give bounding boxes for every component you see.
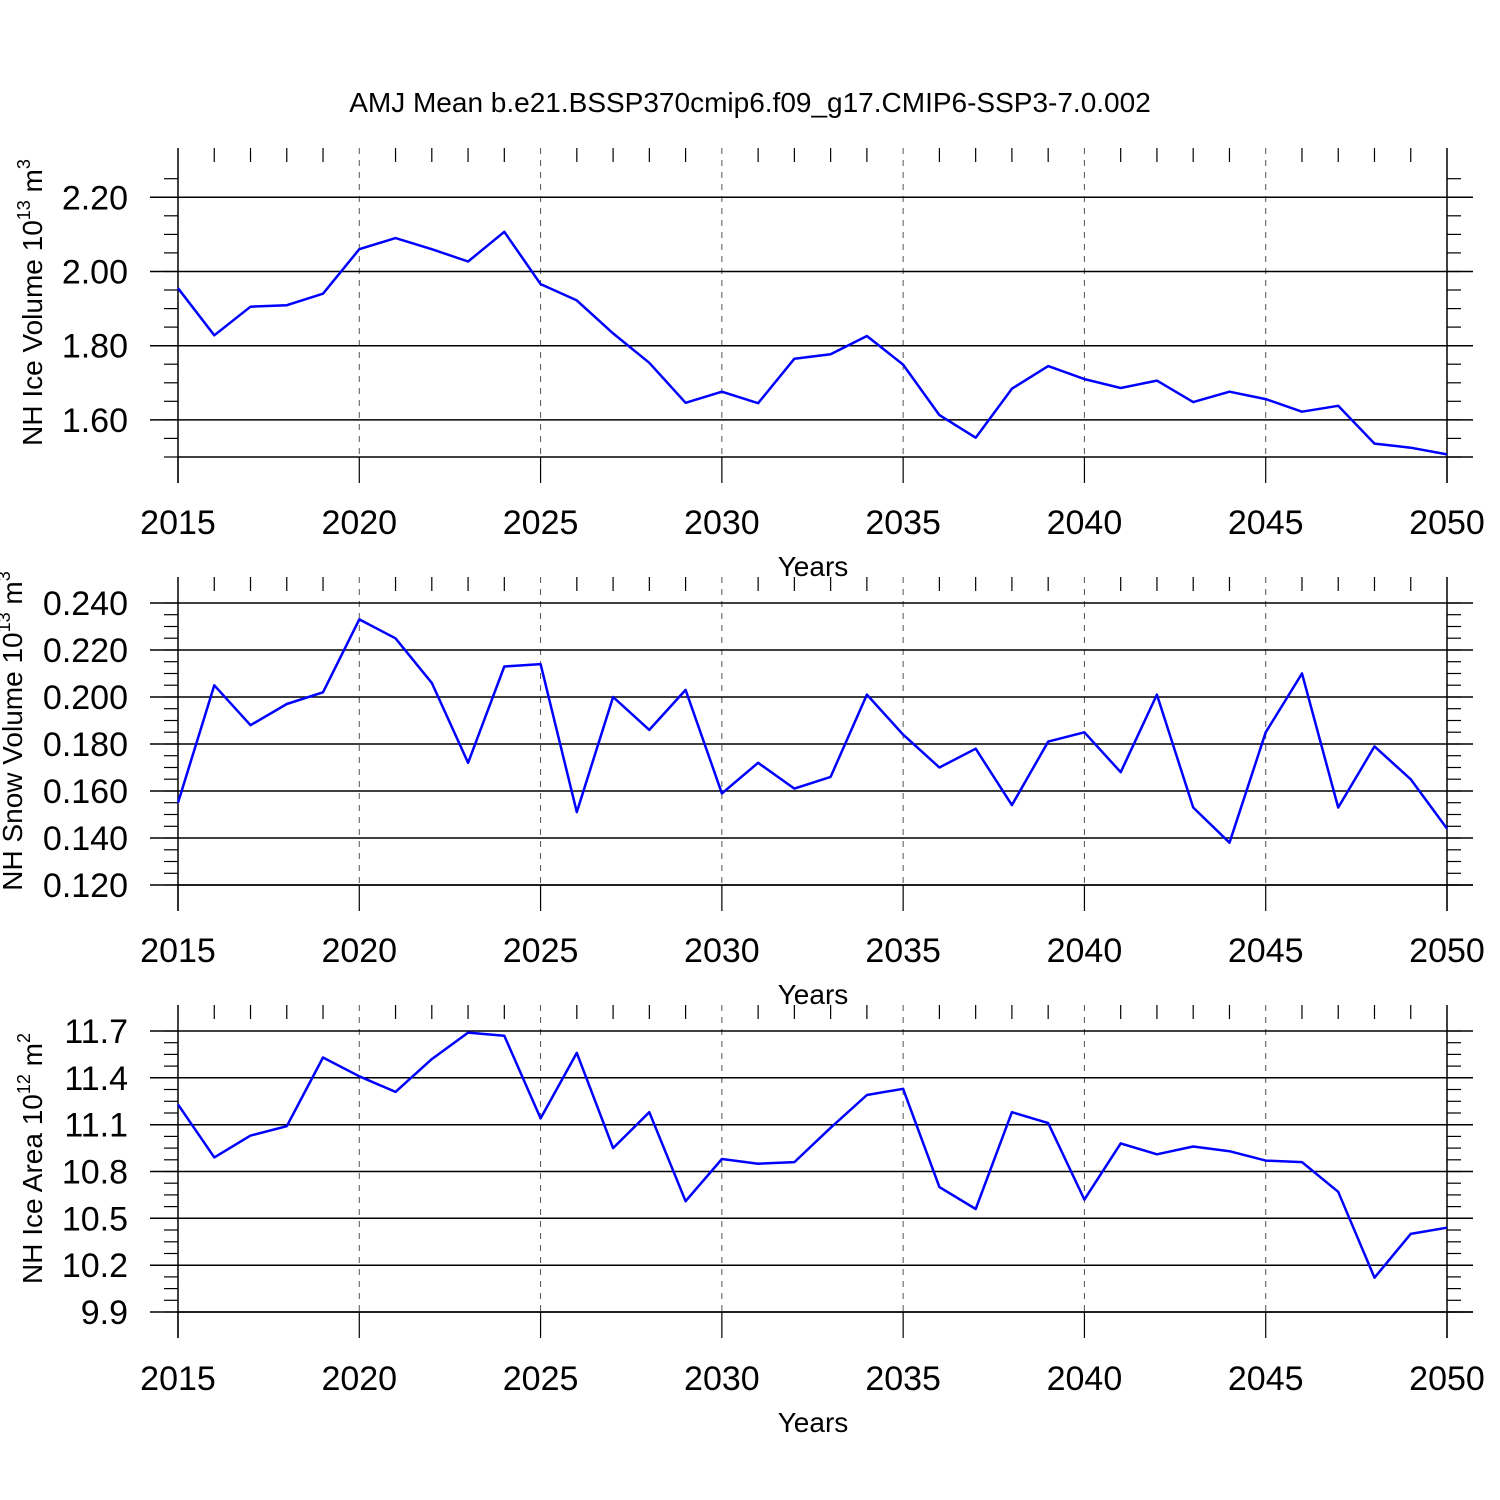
x-tick-label: 2030	[684, 504, 760, 542]
y-tick-label: 2.00	[62, 254, 128, 292]
panel-3: 9.9 10.2 10.5 10.8 11.1 11.4 11.7 2015 2020 2025 2…	[14, 1005, 1485, 1438]
y-axis-label-part: NH Snow Volume 10	[0, 632, 28, 890]
x-tick-label: 2045	[1228, 932, 1304, 970]
x-tick-label: 2035	[865, 932, 941, 970]
y-axis-label-part: NH Ice Area 10	[17, 1094, 48, 1284]
x-tick-label: 2050	[1409, 504, 1485, 542]
y-tick-label: 0.120	[43, 867, 128, 905]
x-tick-label: 2015	[140, 932, 216, 970]
y-axis-label: NH Ice Volume 1013 m3	[14, 159, 48, 446]
y-tick-label: 1.80	[62, 328, 128, 366]
x-tick-label: 2025	[503, 932, 579, 970]
y-axis-label-part: 12	[14, 1074, 34, 1094]
y-tick-label: 0.240	[43, 585, 128, 623]
x-axis-label: Years	[778, 979, 849, 1010]
x-tick-label: 2040	[1047, 504, 1123, 542]
x-tick-label: 2040	[1047, 932, 1123, 970]
y-tick-label: 10.5	[62, 1200, 128, 1238]
y-axis-label-part: 13	[0, 612, 14, 632]
x-tick-label: 2045	[1228, 504, 1304, 542]
y-axis-label-part: 2	[14, 1033, 34, 1043]
figure-title: AMJ Mean b.e21.BSSP370cmip6.f09_g17.CMIP…	[349, 87, 1151, 118]
y-tick-label: 0.220	[43, 632, 128, 670]
panel-2: 0.120 0.140 0.160 0.180 0.200 0.220 0.240 2015 2…	[0, 571, 1485, 1010]
y-tick-label: 11.4	[64, 1060, 128, 1098]
x-tick-label: 2030	[684, 1360, 760, 1398]
y-axis-label-part: m	[0, 581, 28, 612]
x-axis-label: Years	[778, 551, 849, 582]
series-line	[176, 1031, 1448, 1279]
x-tick-label: 2015	[140, 504, 216, 542]
y-tick-label: 11.7	[64, 1013, 128, 1051]
y-tick-label: 9.9	[81, 1294, 128, 1332]
x-tick-label: 2040	[1047, 1360, 1123, 1398]
series-line	[176, 618, 1449, 844]
x-tick-label: 2045	[1228, 1360, 1304, 1398]
y-tick-label: 0.140	[43, 820, 128, 858]
x-tick-label: 2035	[865, 1360, 941, 1398]
x-tick-label: 2020	[321, 1360, 397, 1398]
x-axis-label: Years	[778, 1407, 849, 1438]
y-axis-label-part: m	[17, 1043, 48, 1074]
x-tick-label: 2035	[865, 504, 941, 542]
y-axis-label-part: 3	[14, 159, 34, 169]
y-tick-label: 10.8	[62, 1154, 128, 1192]
x-tick-label: 2025	[503, 504, 579, 542]
x-tick-label: 2020	[321, 932, 397, 970]
x-tick-label: 2050	[1409, 1360, 1485, 1398]
x-tick-label: 2030	[684, 932, 760, 970]
y-axis-label-part: m	[17, 169, 48, 200]
y-tick-label: 0.200	[43, 679, 128, 717]
y-axis-label-part: NH Ice Volume 10	[17, 220, 48, 446]
y-axis-label: NH Ice Area 1012 m2	[14, 1033, 48, 1284]
series-line	[177, 230, 1448, 456]
y-tick-label: 1.60	[62, 402, 128, 440]
y-axis-label-part: 13	[14, 200, 34, 220]
y-tick-label: 11.1	[64, 1107, 128, 1145]
panel-1: 1.60 1.80 2.00 2.20 2015 2020 2025 2030 2035 2040…	[14, 148, 1485, 582]
y-axis-label: NH Snow Volume 1013 m3	[0, 571, 28, 891]
x-tick-label: 2015	[140, 1360, 216, 1398]
panels: 1.60 1.80 2.00 2.20 2015 2020 2025 2030 2035 2040…	[0, 148, 1485, 1438]
x-tick-label: 2020	[321, 504, 397, 542]
y-tick-label: 2.20	[62, 179, 128, 217]
y-tick-label: 10.2	[62, 1247, 128, 1285]
y-tick-label: 0.180	[43, 726, 128, 764]
x-tick-label: 2050	[1409, 932, 1485, 970]
y-axis-label-part: 3	[0, 571, 14, 581]
y-tick-label: 0.160	[43, 773, 128, 811]
x-tick-label: 2025	[503, 1360, 579, 1398]
